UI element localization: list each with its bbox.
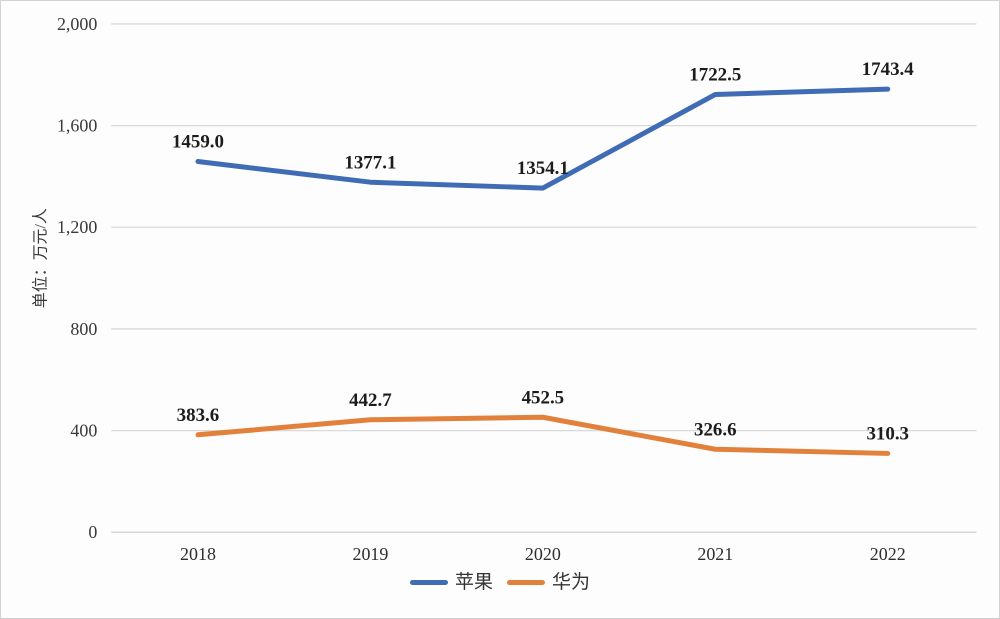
y-tick-label: 1,200: [57, 217, 97, 237]
x-tick-label: 2019: [352, 544, 388, 564]
huawei-line-swatch: [507, 580, 545, 585]
data-label: 1354.1: [517, 158, 569, 179]
y-tick-label: 400: [70, 421, 97, 441]
data-label: 452.5: [522, 387, 565, 408]
data-label: 383.6: [177, 405, 220, 426]
legend-label-apple: 苹果: [454, 572, 493, 593]
y-tick-label: 800: [70, 319, 97, 339]
data-label: 326.6: [694, 419, 737, 440]
data-label: 442.7: [349, 390, 392, 411]
x-tick-label: 2018: [180, 544, 216, 564]
data-label: 1743.4: [862, 59, 915, 80]
legend-label-huawei: 华为: [552, 572, 591, 593]
chart-legend: 苹果 华为: [1, 573, 999, 592]
huawei-series-line: [195, 414, 891, 456]
apple-line-swatch: [409, 580, 448, 585]
x-tick-label: 2021: [697, 544, 733, 564]
data-label: 1377.1: [344, 152, 396, 173]
data-label: 1459.0: [172, 131, 224, 152]
y-tick-label: 1,600: [57, 116, 97, 136]
data-label: 1722.5: [689, 65, 741, 86]
y-tick-label: 0: [88, 522, 97, 542]
apple-series-line: [195, 86, 891, 191]
legend-item-huawei: 华为: [507, 573, 590, 592]
data-label: 310.3: [866, 423, 909, 444]
x-tick-label: 2022: [870, 544, 906, 564]
y-tick-label: 2,000: [57, 14, 97, 34]
x-tick-label: 2020: [525, 544, 561, 564]
legend-item-apple: 苹果: [409, 572, 493, 593]
y-axis-title: 单位：万元/人: [31, 208, 49, 308]
